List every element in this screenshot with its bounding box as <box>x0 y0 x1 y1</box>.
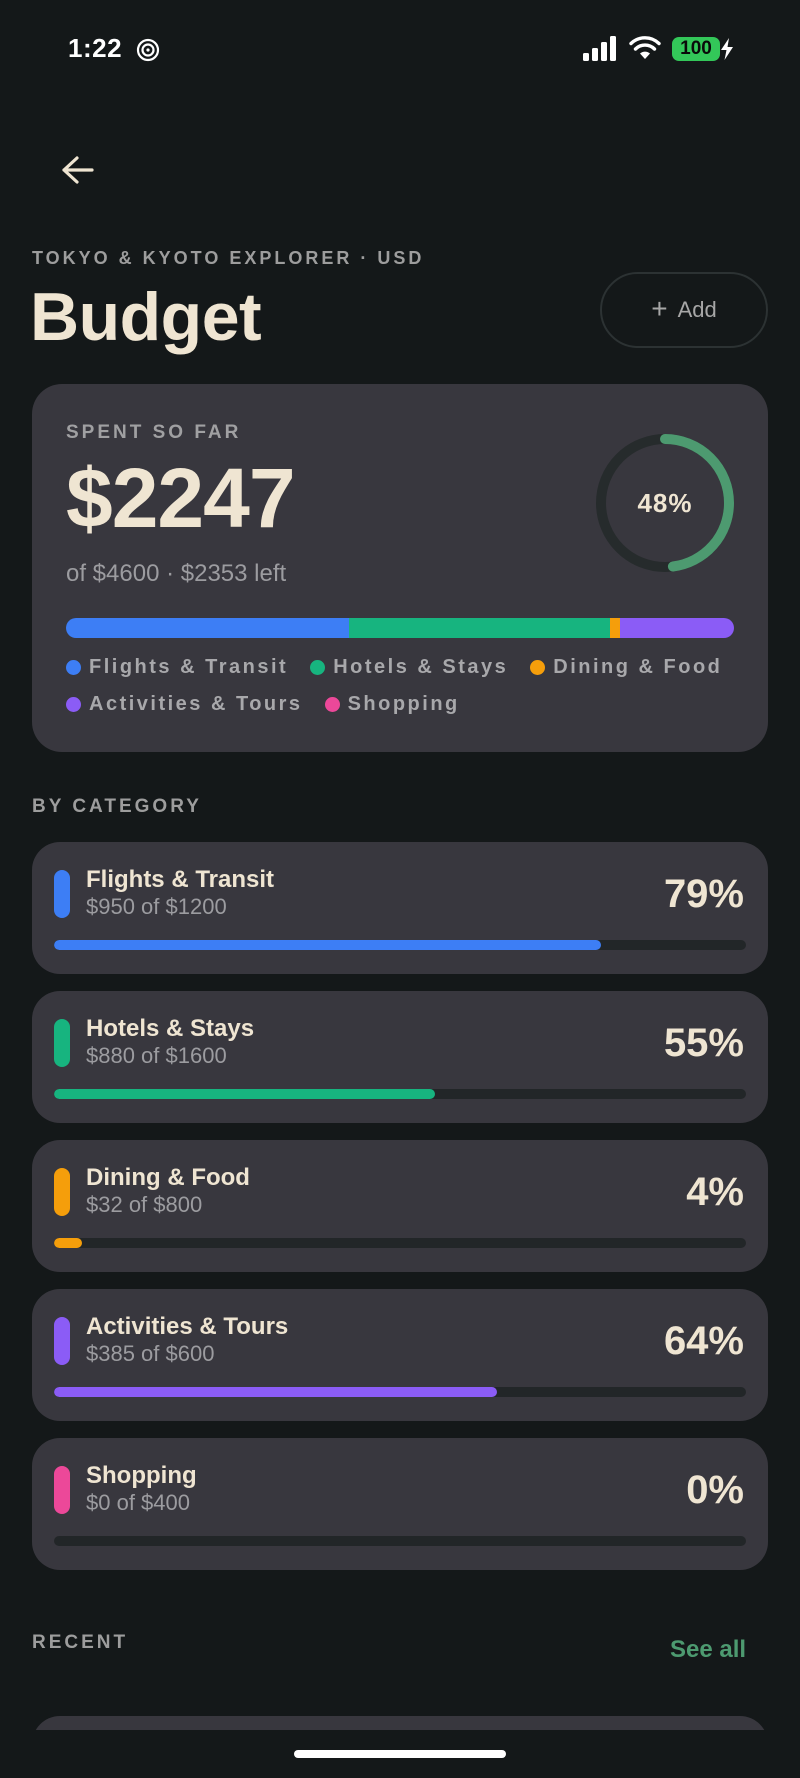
wifi-icon <box>629 36 661 59</box>
category-card[interactable]: Hotels & Stays $880 of $1600 55% <box>32 991 768 1123</box>
category-name: Hotels & Stays <box>86 1015 255 1042</box>
category-color-marker <box>54 1168 70 1216</box>
legend-dot-icon <box>310 660 326 675</box>
back-button[interactable] <box>56 148 100 192</box>
legend-item: Dining & Food <box>530 656 722 679</box>
progress-ring-arc <box>596 434 734 572</box>
home-indicator <box>294 1750 506 1758</box>
category-progress-fill <box>54 1089 435 1099</box>
by-category-heading: BY CATEGORY <box>32 796 202 817</box>
category-percent: 64% <box>663 1319 744 1363</box>
category-progress-track <box>54 1387 746 1397</box>
category-color-marker <box>54 1019 70 1067</box>
category-name: Dining & Food <box>86 1164 250 1191</box>
category-progress-fill <box>54 1238 82 1248</box>
category-name: Flights & Transit <box>86 866 275 893</box>
category-card[interactable]: Dining & Food $32 of $800 4% <box>32 1140 768 1272</box>
status-bar: 1:22 100 <box>0 0 800 100</box>
category-progress-track <box>54 1238 746 1248</box>
category-color-marker <box>54 1466 70 1514</box>
legend-label: Activities & Tours <box>89 693 303 715</box>
legend-label: Dining & Food <box>553 656 723 678</box>
trip-subtitle: TOKYO & KYOTO EXPLORER · USD <box>32 248 425 268</box>
spend-breakdown-bar <box>66 618 734 638</box>
page-title: Budget <box>30 279 262 355</box>
category-percent: 0% <box>686 1468 744 1512</box>
spent-label: SPENT SO FAR <box>66 422 242 443</box>
legend-item: Shopping <box>324 693 460 716</box>
spend-breakdown-segment <box>348 618 611 638</box>
progress-ring-percent: 48% <box>637 487 693 518</box>
legend: Flights & Transit Hotels & Stays Dining & … <box>66 656 746 716</box>
add-button-label: Add <box>677 297 717 322</box>
spend-breakdown-segment <box>610 618 620 638</box>
battery-icon: 100 <box>672 37 720 61</box>
category-card[interactable]: Flights & Transit $950 of $1200 79% <box>32 842 768 974</box>
category-spent: $950 of $1200 <box>86 894 227 919</box>
spent-amount: $2247 <box>66 451 296 545</box>
category-progress-fill <box>54 940 601 950</box>
see-all-link[interactable]: See all <box>670 1636 747 1663</box>
legend-item: Hotels & Stays <box>310 656 508 679</box>
category-color-marker <box>54 870 70 918</box>
recent-heading: RECENT <box>32 1632 129 1653</box>
category-spent: $32 of $800 <box>86 1192 203 1217</box>
category-name: Shopping <box>86 1462 197 1489</box>
spend-breakdown-segment <box>66 618 349 638</box>
category-spent: $385 of $600 <box>86 1341 215 1366</box>
charging-bolt-icon <box>721 38 733 60</box>
legend-dot-icon <box>530 660 546 675</box>
add-button[interactable]: + Add <box>600 272 768 348</box>
legend-label: Hotels & Stays <box>333 656 509 678</box>
spend-breakdown-segment <box>619 618 734 638</box>
category-color-marker <box>54 1317 70 1365</box>
category-card[interactable]: Shopping $0 of $400 0% <box>32 1438 768 1570</box>
budget-remaining: of $4600 · $2353 left <box>66 560 287 587</box>
focus-icon <box>136 38 160 62</box>
category-percent: 55% <box>663 1021 744 1065</box>
legend-item: Flights & Transit <box>66 656 288 679</box>
status-time: 1:22 <box>68 33 123 63</box>
legend-dot-icon <box>66 660 81 675</box>
category-card[interactable]: Activities & Tours $385 of $600 64% <box>32 1289 768 1421</box>
legend-label: Flights & Transit <box>89 656 289 678</box>
category-progress-track <box>54 1089 746 1099</box>
arrow-left-icon <box>62 156 94 184</box>
plus-icon: + <box>651 293 668 324</box>
signal-icon <box>583 36 616 61</box>
legend-dot-icon <box>66 697 81 712</box>
category-percent: 79% <box>663 872 744 916</box>
category-percent: 4% <box>686 1170 744 1214</box>
category-spent: $880 of $1600 <box>86 1043 227 1068</box>
legend-dot-icon <box>324 697 340 712</box>
category-progress-track <box>54 1536 746 1546</box>
category-name: Activities & Tours <box>86 1313 289 1340</box>
category-spent: $0 of $400 <box>86 1490 190 1515</box>
legend-label: Shopping <box>347 693 460 715</box>
summary-card: SPENT SO FAR $2247 of $4600 · $2353 left… <box>32 384 768 752</box>
category-progress-track <box>54 940 746 950</box>
legend-item: Activities & Tours <box>66 693 303 716</box>
category-progress-fill <box>54 1387 497 1397</box>
progress-ring <box>596 434 734 572</box>
